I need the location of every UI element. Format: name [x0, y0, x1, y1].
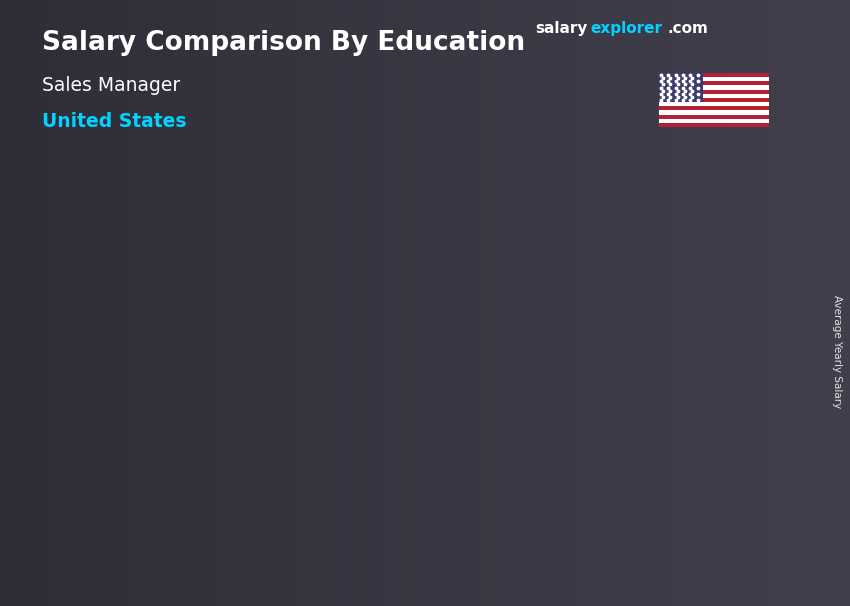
Text: Master's
Degree: Master's Degree — [629, 560, 691, 594]
Text: 242,000 USD: 242,000 USD — [581, 213, 663, 225]
Text: 124,000 USD: 124,000 USD — [48, 356, 131, 368]
Text: High School: High School — [94, 560, 182, 575]
Bar — [105, 383, 171, 533]
Text: United States: United States — [42, 112, 187, 131]
Bar — [659, 119, 769, 123]
Text: +14%: +14% — [183, 303, 259, 327]
Text: explorer: explorer — [591, 21, 663, 36]
Polygon shape — [105, 376, 184, 383]
Bar — [659, 110, 769, 115]
Polygon shape — [171, 376, 184, 533]
Polygon shape — [453, 294, 531, 301]
Text: +36%: +36% — [356, 240, 433, 264]
Bar — [659, 98, 769, 102]
Polygon shape — [693, 233, 706, 533]
Text: Bachelor's
Degree: Bachelor's Degree — [448, 560, 524, 594]
Text: Certificate or
Diploma: Certificate or Diploma — [264, 560, 360, 594]
Bar — [659, 73, 703, 102]
Bar — [279, 362, 345, 533]
Text: Salary Comparison By Education: Salary Comparison By Education — [42, 30, 525, 56]
Bar — [659, 94, 769, 98]
Bar — [659, 123, 769, 127]
Text: salary: salary — [536, 21, 588, 36]
Bar — [659, 77, 769, 81]
Bar — [659, 90, 769, 94]
Polygon shape — [627, 233, 705, 240]
Bar — [659, 102, 769, 106]
Text: Average Yearly Salary: Average Yearly Salary — [832, 295, 842, 408]
Polygon shape — [279, 356, 357, 362]
Bar — [659, 81, 769, 85]
Polygon shape — [519, 294, 531, 533]
Bar — [627, 240, 693, 533]
Bar — [659, 106, 769, 110]
Bar — [453, 301, 519, 533]
Text: .com: .com — [667, 21, 708, 36]
Bar — [659, 73, 769, 77]
Bar — [659, 85, 769, 90]
Text: 141,000 USD: 141,000 USD — [228, 335, 310, 348]
Polygon shape — [345, 356, 357, 533]
Text: Sales Manager: Sales Manager — [42, 76, 181, 95]
Bar — [659, 115, 769, 119]
Text: +26%: +26% — [530, 179, 607, 204]
Text: 192,000 USD: 192,000 USD — [406, 273, 489, 286]
